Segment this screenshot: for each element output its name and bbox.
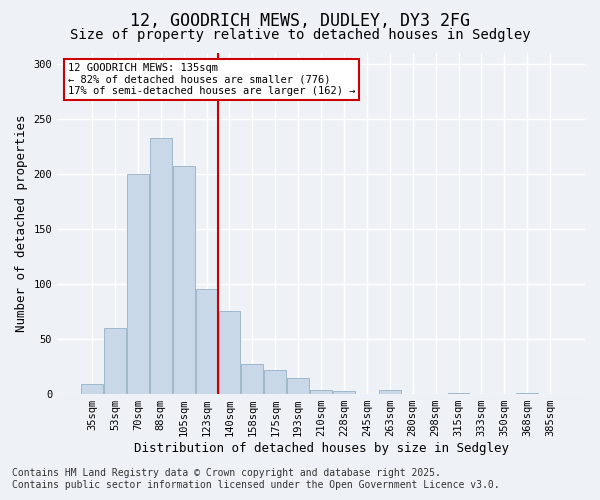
Text: Contains HM Land Registry data © Crown copyright and database right 2025.
Contai: Contains HM Land Registry data © Crown c…: [12, 468, 500, 490]
Bar: [104, 328, 126, 394]
Bar: [218, 312, 241, 394]
Bar: [81, 384, 103, 394]
Text: 12 GOODRICH MEWS: 135sqm
← 82% of detached houses are smaller (776)
17% of semi-: 12 GOODRICH MEWS: 135sqm ← 82% of detach…: [68, 62, 355, 96]
Text: Size of property relative to detached houses in Sedgley: Size of property relative to detached ho…: [70, 28, 530, 42]
Bar: [448, 393, 469, 394]
Y-axis label: Number of detached properties: Number of detached properties: [15, 114, 28, 332]
Bar: [127, 174, 149, 394]
Bar: [265, 370, 286, 394]
Bar: [517, 393, 538, 394]
Bar: [241, 364, 263, 394]
Bar: [196, 290, 217, 394]
X-axis label: Distribution of detached houses by size in Sedgley: Distribution of detached houses by size …: [134, 442, 509, 455]
Bar: [173, 166, 194, 394]
Bar: [310, 390, 332, 394]
Text: 12, GOODRICH MEWS, DUDLEY, DY3 2FG: 12, GOODRICH MEWS, DUDLEY, DY3 2FG: [130, 12, 470, 30]
Bar: [333, 391, 355, 394]
Bar: [287, 378, 309, 394]
Bar: [379, 390, 401, 394]
Bar: [150, 138, 172, 394]
